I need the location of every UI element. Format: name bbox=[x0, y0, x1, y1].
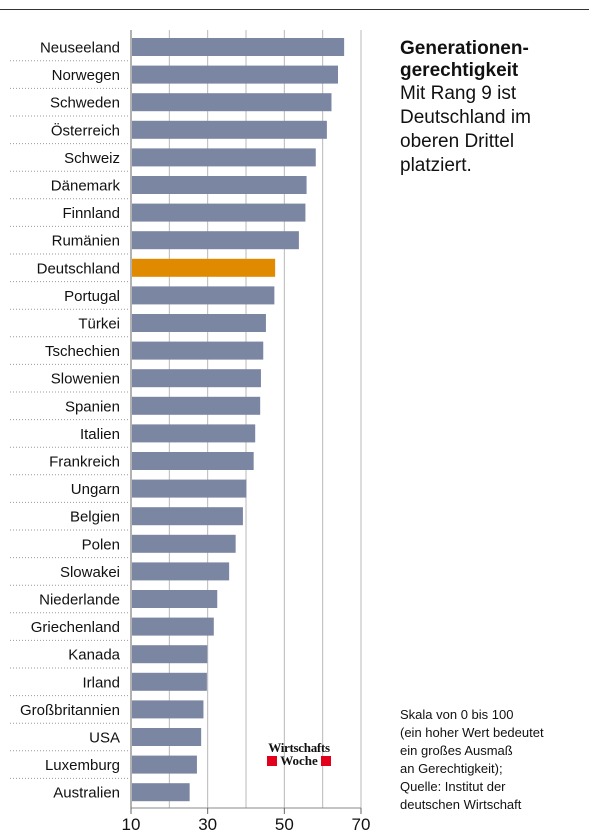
bar-rumänien bbox=[132, 231, 299, 250]
category-label: Norwegen bbox=[52, 67, 120, 84]
bar-niederlande bbox=[132, 590, 218, 608]
x-tick-label: 10 bbox=[122, 815, 141, 834]
bar-usa bbox=[132, 728, 202, 746]
bar-irland bbox=[132, 672, 207, 691]
logo-top-text: Wirtschafts bbox=[268, 740, 330, 755]
source-note-line: Skala von 0 bis 100 bbox=[400, 707, 514, 722]
bar-schweden bbox=[132, 93, 332, 112]
bars bbox=[132, 38, 345, 802]
category-label: Neuseeland bbox=[40, 40, 120, 57]
x-tick-label: 30 bbox=[198, 815, 217, 834]
bar-belgien bbox=[132, 507, 243, 526]
category-label: Großbritannien bbox=[20, 702, 120, 719]
category-label: Slowenien bbox=[51, 371, 120, 388]
x-tick-labels: 10 30 50 70 bbox=[122, 808, 371, 834]
logo-bottom-text: Woche bbox=[280, 753, 318, 768]
x-tick-label: 70 bbox=[352, 815, 371, 834]
chart-title: Generationen- gerechtigkeit bbox=[400, 38, 529, 81]
category-label: Slowakei bbox=[60, 564, 120, 581]
category-label: Kanada bbox=[68, 647, 120, 664]
category-label: USA bbox=[89, 730, 120, 747]
source-note-line: deutschen Wirtschaft bbox=[400, 797, 522, 812]
category-label: Niederlande bbox=[39, 592, 120, 609]
bar-spanien bbox=[132, 396, 261, 415]
category-label: Belgien bbox=[70, 509, 120, 526]
bar-schweiz bbox=[132, 148, 316, 167]
bar-ungarn bbox=[132, 479, 247, 498]
logo-bottom-row: Woche bbox=[264, 754, 334, 767]
category-label: Portugal bbox=[64, 288, 120, 305]
category-label: Frankreich bbox=[49, 454, 120, 471]
category-label: Griechenland bbox=[31, 619, 120, 636]
bar-deutschland bbox=[132, 258, 276, 277]
bar-slowenien bbox=[132, 369, 261, 388]
bar-türkei bbox=[132, 314, 266, 332]
bar-norwegen bbox=[132, 65, 338, 84]
category-label: Schweiz bbox=[64, 150, 120, 167]
bar-australien bbox=[132, 783, 190, 802]
category-label: Finnland bbox=[62, 205, 120, 222]
category-label: Italien bbox=[80, 426, 120, 443]
top-rule bbox=[0, 9, 589, 10]
bar-dänemark bbox=[132, 176, 307, 194]
bar-polen bbox=[132, 534, 236, 553]
bar-slowakei bbox=[132, 562, 230, 581]
category-label: Deutschland bbox=[37, 260, 120, 277]
bar-frankreich bbox=[132, 452, 254, 470]
category-label: Irland bbox=[82, 674, 120, 691]
category-labels: Neuseeland Norwegen Schweden Österreich Schw… bbox=[20, 40, 121, 802]
bar-finnland bbox=[132, 203, 306, 222]
bar-großbritannien bbox=[132, 700, 204, 719]
category-label: Ungarn bbox=[71, 481, 120, 498]
bar-griechenland bbox=[132, 617, 214, 636]
category-label: Spanien bbox=[65, 398, 120, 415]
category-label: Österreich bbox=[51, 121, 120, 139]
chart-subtitle: Mit Rang 9 ist Deutschland im oberen Dri… bbox=[400, 83, 531, 176]
x-tick-label: 50 bbox=[275, 815, 294, 834]
label-leader-dots bbox=[10, 60, 128, 779]
category-label: Luxemburg bbox=[45, 757, 120, 774]
category-label: Türkei bbox=[78, 316, 120, 333]
bar-kanada bbox=[132, 645, 208, 664]
category-label: Dänemark bbox=[51, 178, 121, 195]
source-note-line: Quelle: Institut der bbox=[400, 779, 506, 794]
source-note-line: (ein hoher Wert bedeutet bbox=[400, 725, 544, 740]
category-label: Polen bbox=[82, 536, 120, 553]
category-label: Tschechien bbox=[45, 343, 120, 360]
category-label: Australien bbox=[53, 785, 120, 802]
logo-red-square-icon bbox=[320, 755, 331, 766]
logo-red-square-icon bbox=[267, 755, 278, 766]
grid-lines bbox=[130, 30, 362, 809]
bar-italien bbox=[132, 424, 256, 443]
bar-luxemburg bbox=[132, 755, 197, 774]
source-note-line: an Gerechtigkeit); bbox=[400, 761, 503, 776]
category-label: Schweden bbox=[50, 95, 120, 112]
category-label: Rumänien bbox=[52, 233, 120, 250]
bar-neuseeland bbox=[132, 38, 345, 56]
bar-tschechien bbox=[132, 341, 264, 360]
wirtschaftswoche-logo: Wirtschafts Woche bbox=[264, 741, 334, 767]
source-note-line: ein großes Ausmaß bbox=[400, 743, 513, 758]
bar-portugal bbox=[132, 286, 275, 305]
source-note: Skala von 0 bis 100 (ein hoher Wert bedeu… bbox=[400, 706, 588, 814]
bar-österreich bbox=[132, 120, 327, 139]
